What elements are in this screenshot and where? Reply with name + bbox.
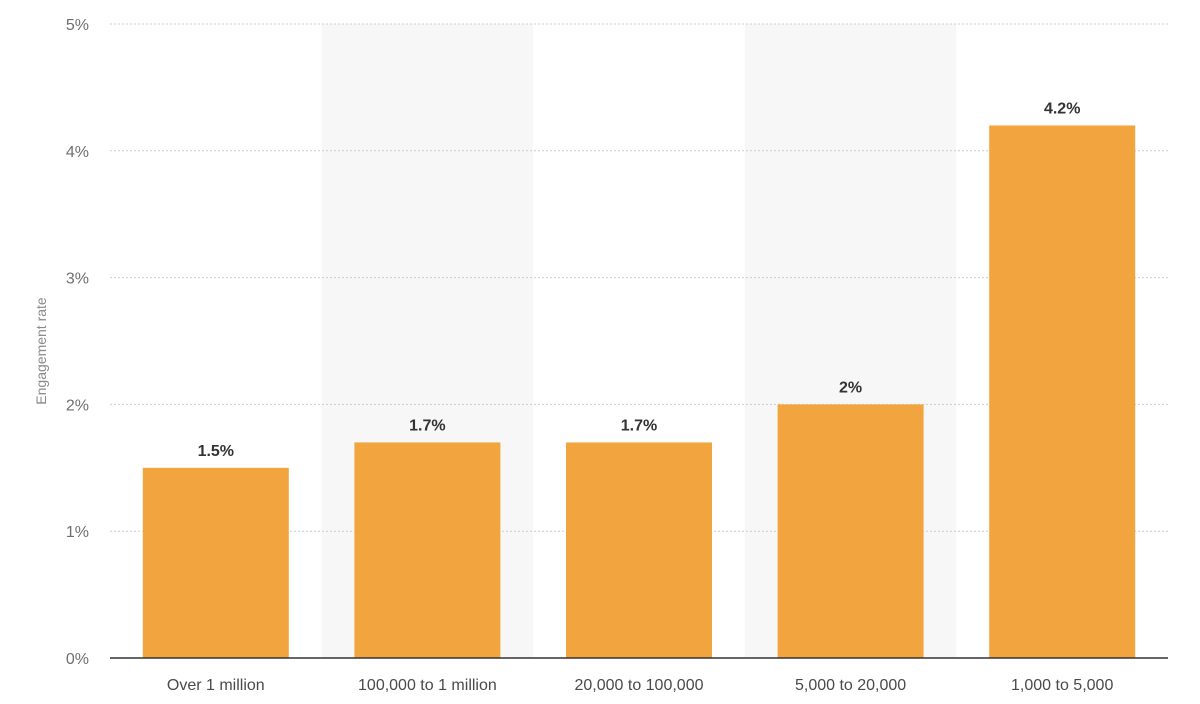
bar[interactable] [777, 404, 924, 658]
x-tick-labels: Over 1 million 100,000 to 1 million 20,000… [167, 677, 1114, 694]
y-tick-label: 2% [66, 397, 89, 414]
y-tick-label: 5% [66, 17, 89, 34]
bar[interactable] [354, 442, 501, 658]
bar[interactable] [566, 442, 712, 658]
bar[interactable] [989, 125, 1136, 658]
y-tick-label: 1% [66, 524, 89, 541]
x-tick-label: 100,000 to 1 million [358, 677, 497, 694]
bars [142, 125, 1136, 658]
y-tick-label: 0% [66, 651, 89, 668]
data-label: 1.5% [198, 443, 234, 460]
data-label: 1.7% [409, 417, 445, 434]
data-label: 1.7% [621, 417, 657, 434]
x-tick-label: 1,000 to 5,000 [1011, 677, 1113, 694]
x-tick-label: 5,000 to 20,000 [795, 677, 906, 694]
bar[interactable] [142, 467, 289, 658]
data-label: 4.2% [1044, 100, 1080, 117]
y-tick-label: 4% [66, 144, 89, 161]
y-tick-label: 3% [66, 271, 89, 288]
x-tick-label: Over 1 million [167, 677, 265, 694]
x-tick-label: 20,000 to 100,000 [574, 677, 703, 694]
data-label: 2% [839, 379, 862, 396]
y-axis-title: Engagement rate [33, 297, 49, 405]
data-labels: 1.5% 1.7% 1.7% 2% 4.2% [198, 100, 1081, 459]
y-tick-labels: 0% 1% 2% 3% 4% 5% [66, 17, 89, 668]
